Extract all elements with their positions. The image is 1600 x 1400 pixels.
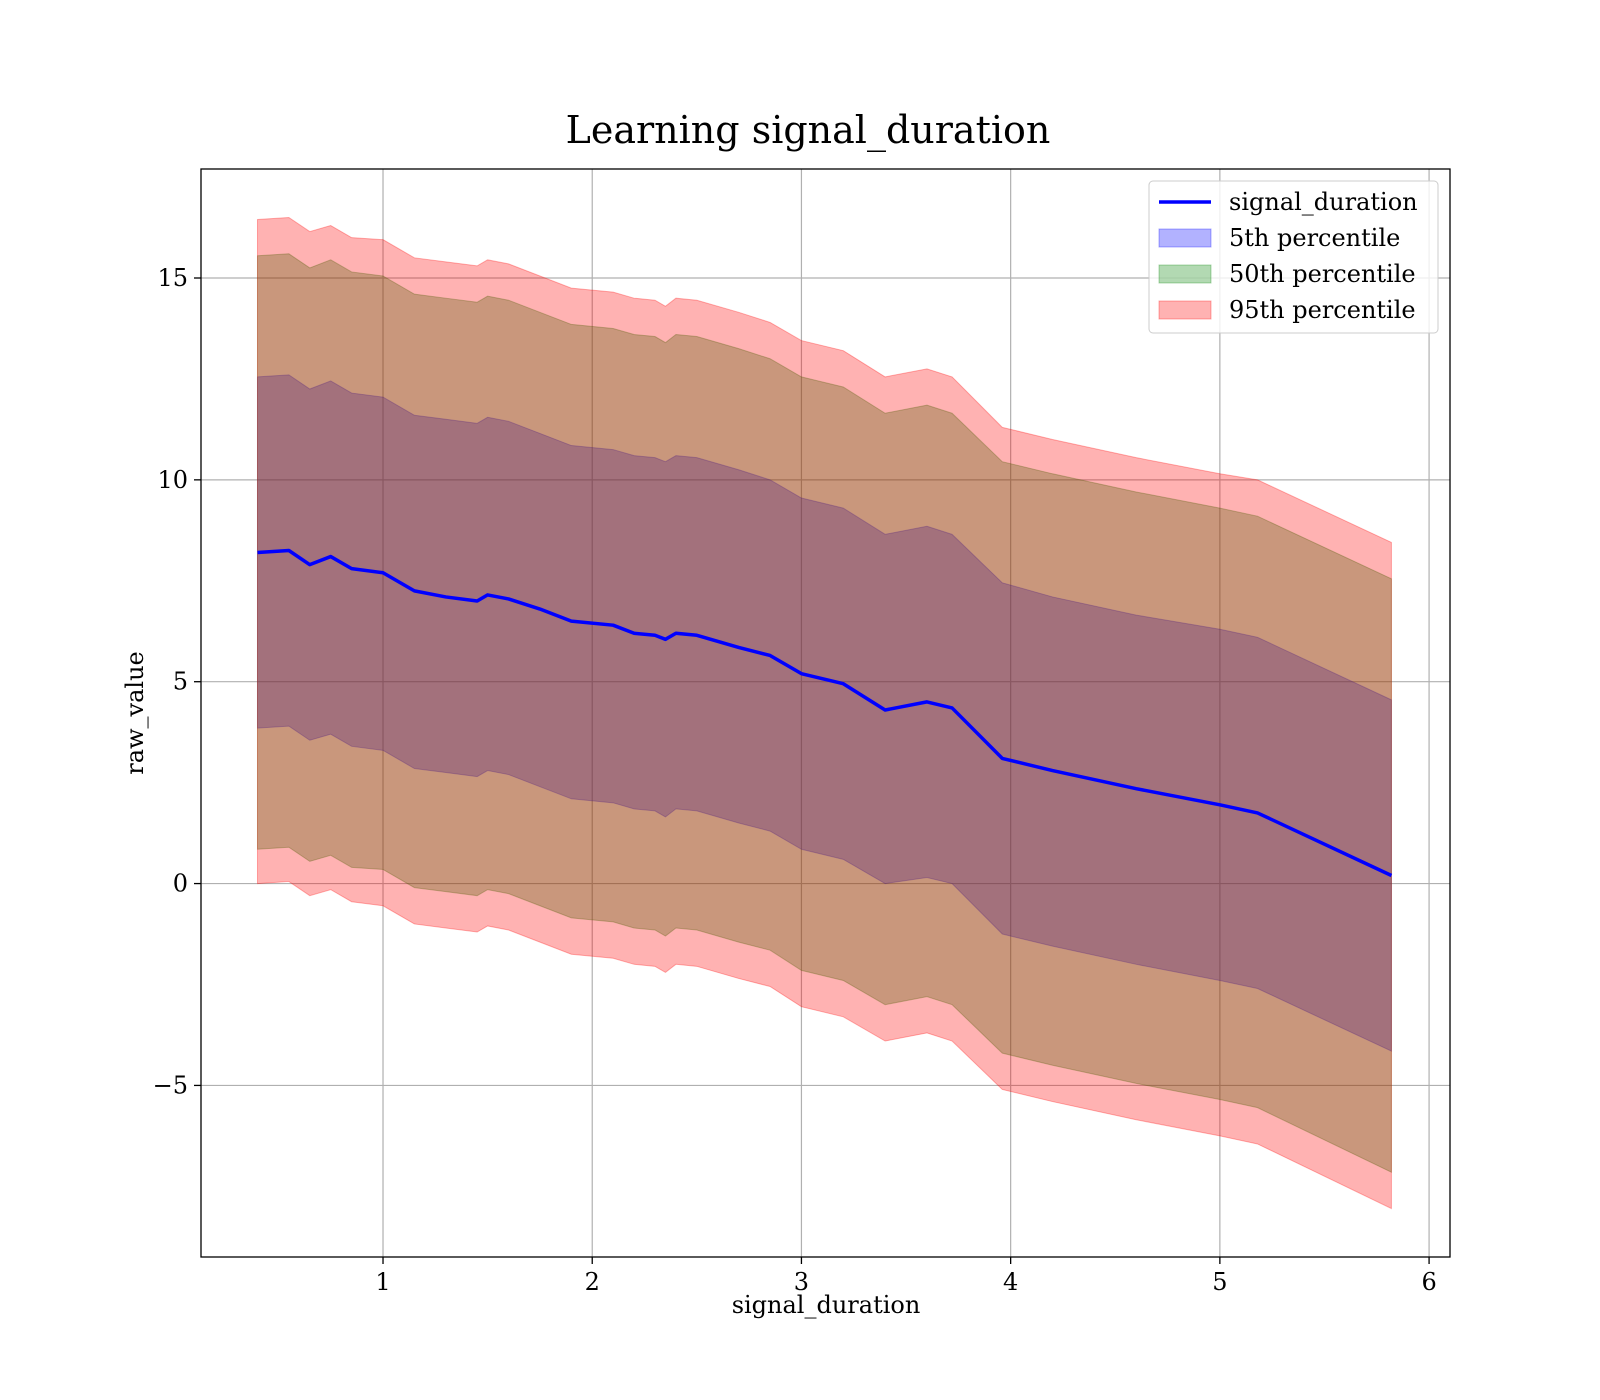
legend-box bbox=[1148, 180, 1439, 334]
legend: signal_duration 5th percentile 50th percen… bbox=[1148, 180, 1439, 334]
x-tick-label: 6 bbox=[1421, 1268, 1436, 1296]
plot-frame bbox=[200, 168, 1451, 1258]
y-tick-label: 0 bbox=[173, 870, 188, 898]
50th-percentile-band bbox=[256, 253, 1392, 1174]
x-tick-label: 3 bbox=[794, 1268, 809, 1296]
legend-band-swatch bbox=[1158, 228, 1212, 248]
y-tick-label: −5 bbox=[153, 1071, 188, 1099]
percentile-bands bbox=[256, 216, 1392, 1210]
y-tick-label: 5 bbox=[173, 668, 188, 696]
legend-band-swatch bbox=[1158, 264, 1212, 284]
legend-label: 5th percentile bbox=[1229, 224, 1400, 252]
legend-label: 50th percentile bbox=[1229, 260, 1416, 288]
x-tick-label: 5 bbox=[1212, 1268, 1227, 1296]
y-axis-ticks: −5 0 5 10 15 bbox=[153, 264, 201, 1099]
y-tick-label: 10 bbox=[157, 466, 188, 494]
95th-percentile-band bbox=[256, 216, 1392, 1210]
x-tick-label: 1 bbox=[375, 1268, 390, 1296]
plot-area bbox=[201, 169, 1450, 1257]
signal-duration-line bbox=[257, 548, 1393, 878]
5th-percentile-band bbox=[256, 374, 1392, 1052]
legend-band-swatch bbox=[1158, 300, 1212, 320]
legend-label: signal_duration bbox=[1229, 188, 1418, 216]
x-axis-ticks: 1 2 3 4 5 6 bbox=[375, 1257, 1437, 1296]
x-tick-label: 4 bbox=[1003, 1268, 1018, 1296]
legend-label: 95th percentile bbox=[1229, 296, 1416, 324]
y-axis-label: raw_value bbox=[121, 651, 149, 775]
grid bbox=[201, 169, 1450, 1257]
x-tick-label: 2 bbox=[585, 1268, 600, 1296]
series-lines bbox=[257, 548, 1393, 878]
y-tick-label: 15 bbox=[157, 264, 188, 292]
x-axis-label: signal_duration bbox=[732, 1291, 921, 1319]
chart-title: Learning signal_duration bbox=[566, 108, 1051, 153]
